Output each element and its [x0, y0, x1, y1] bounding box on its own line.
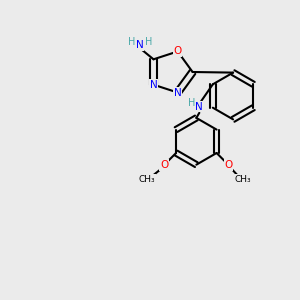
Text: CH₃: CH₃: [234, 175, 251, 184]
Text: CH₃: CH₃: [139, 175, 155, 184]
Text: O: O: [173, 46, 182, 56]
Text: H: H: [145, 37, 152, 47]
Text: N: N: [150, 80, 158, 90]
Text: N: N: [196, 102, 203, 112]
Text: O: O: [160, 160, 168, 170]
Text: O: O: [224, 160, 233, 170]
Text: N: N: [174, 88, 182, 98]
Text: H: H: [128, 37, 135, 47]
Text: H: H: [188, 98, 195, 108]
Text: N: N: [136, 40, 144, 50]
